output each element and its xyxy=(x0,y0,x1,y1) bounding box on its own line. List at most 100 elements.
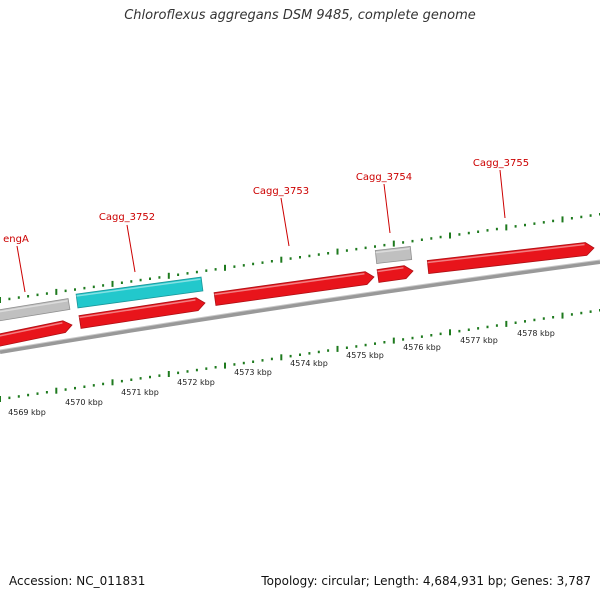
outer-minor-tick xyxy=(130,280,133,283)
inner-minor-tick xyxy=(83,385,86,388)
inner-minor-tick xyxy=(205,367,208,370)
gene-feature-item-6 xyxy=(376,265,414,283)
outer-minor-tick xyxy=(420,238,423,241)
gene-label-text: Cagg_3753 xyxy=(253,186,309,197)
outer-minor-tick xyxy=(36,293,39,297)
inner-minor-tick xyxy=(402,338,405,341)
inner-minor-tick xyxy=(149,375,151,379)
gene-label-cagg-3754: Cagg_3754 xyxy=(356,172,412,234)
outer-minor-tick xyxy=(439,235,442,239)
outer-major-tick xyxy=(392,240,395,247)
outer-major-tick xyxy=(505,224,508,231)
outer-minor-tick xyxy=(533,222,536,225)
outer-minor-tick xyxy=(242,264,245,267)
inner-minor-tick xyxy=(214,366,217,369)
inner-minor-tick xyxy=(261,359,264,362)
gene-label-cagg-3752: Cagg_3752 xyxy=(99,212,155,273)
outer-minor-tick xyxy=(542,221,545,224)
outer-major-tick xyxy=(561,216,564,223)
outer-minor-tick xyxy=(139,278,142,282)
outer-minor-tick xyxy=(430,237,433,240)
genome-summary-text: Topology: circular; Length: 4,684,931 bp… xyxy=(261,574,591,588)
inner-minor-tick xyxy=(74,386,76,390)
gene-feature-cagg-3754 xyxy=(374,246,413,264)
scale-label: 4576 kbp xyxy=(403,343,441,352)
outer-minor-tick xyxy=(289,257,292,260)
outer-minor-tick xyxy=(524,223,526,227)
scale-labels: 4569 kbp 4570 kbp 4571 kbp 4572 kbp 4573… xyxy=(8,329,555,417)
outer-major-tick xyxy=(449,232,451,239)
inner-minor-tick xyxy=(289,354,292,358)
outer-minor-tick xyxy=(364,246,367,250)
inner-minor-tick xyxy=(439,332,442,336)
inner-minor-tick xyxy=(177,371,180,375)
gene-feature-item-1 xyxy=(0,320,73,347)
inner-minor-tick xyxy=(327,349,330,352)
inner-minor-tick xyxy=(514,321,517,324)
leader-line xyxy=(16,245,26,293)
outer-minor-tick xyxy=(383,243,386,247)
gene-feature-cagg-3753 xyxy=(213,271,375,306)
outer-minor-tick xyxy=(355,247,358,251)
scale-label: 4577 kbp xyxy=(460,336,498,345)
inner-minor-tick xyxy=(299,353,301,356)
outer-minor-tick xyxy=(214,268,217,271)
inner-major-tick xyxy=(336,345,339,352)
inner-major-tick xyxy=(392,337,395,344)
inner-minor-tick xyxy=(270,357,273,361)
outer-minor-tick xyxy=(477,230,480,233)
outer-minor-tick xyxy=(27,295,30,298)
inner-minor-tick xyxy=(27,393,30,397)
outer-minor-tick xyxy=(149,277,151,280)
inner-major-tick xyxy=(280,354,283,361)
scale-label: 4573 kbp xyxy=(234,368,272,377)
inner-minor-tick xyxy=(64,388,67,391)
outer-minor-tick xyxy=(233,265,236,268)
outer-major-tick xyxy=(55,288,58,295)
outer-minor-tick xyxy=(74,288,76,291)
inner-minor-tick xyxy=(252,360,255,363)
inner-minor-tick xyxy=(186,370,189,373)
inner-minor-tick xyxy=(552,316,555,319)
scale-label: 4571 kbp xyxy=(121,388,159,397)
inner-minor-tick xyxy=(130,378,133,381)
inner-minor-tick xyxy=(477,327,480,330)
scale-label: 4574 kbp xyxy=(290,359,328,368)
outer-minor-tick xyxy=(495,227,498,231)
page-title: Chloroflexus aggregans DSM 9485, complet… xyxy=(124,8,476,23)
inner-minor-tick xyxy=(233,363,236,366)
scale-label: 4572 kbp xyxy=(177,378,215,387)
outer-minor-tick xyxy=(345,249,348,252)
inner-major-tick xyxy=(561,312,564,319)
outer-major-tick xyxy=(224,264,226,271)
outer-minor-tick xyxy=(570,217,573,220)
outer-minor-tick xyxy=(327,252,330,255)
outer-minor-tick xyxy=(458,233,461,236)
outer-minor-tick xyxy=(467,231,470,235)
outer-minor-tick xyxy=(261,261,264,264)
gene-feature-enga xyxy=(0,298,71,322)
gene-label-text: Cagg_3755 xyxy=(473,158,529,169)
inner-minor-tick xyxy=(570,313,573,316)
inner-minor-tick xyxy=(317,350,320,354)
outer-minor-tick xyxy=(120,281,123,284)
outer-minor-tick xyxy=(552,219,555,223)
outer-minor-tick xyxy=(158,276,161,279)
inner-minor-tick xyxy=(524,320,526,323)
inner-minor-tick xyxy=(102,382,105,386)
backbone-arc xyxy=(0,260,600,354)
inner-minor-tick xyxy=(458,329,461,333)
gene-label-cagg-3755: Cagg_3755 xyxy=(473,158,529,219)
leader-line xyxy=(499,169,506,219)
outer-minor-tick xyxy=(580,215,583,219)
inner-minor-tick xyxy=(92,384,95,387)
inner-major-tick xyxy=(0,396,1,402)
outer-major-tick xyxy=(167,272,170,279)
inner-minor-tick xyxy=(364,343,367,347)
leader-line xyxy=(126,224,136,273)
inner-minor-tick xyxy=(589,310,592,313)
scale-label: 4575 kbp xyxy=(346,351,384,360)
outer-minor-tick xyxy=(299,256,301,259)
inner-minor-tick xyxy=(36,392,39,395)
gene-label-text: Cagg_3754 xyxy=(356,172,412,183)
